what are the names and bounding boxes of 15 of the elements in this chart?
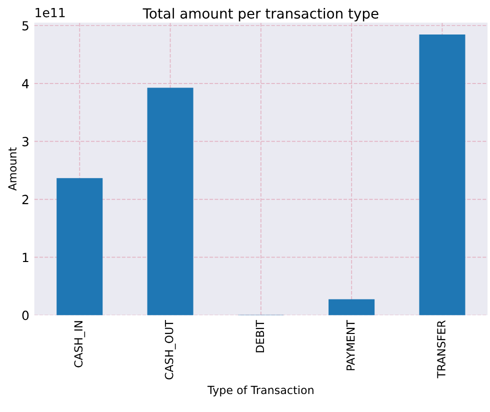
y-tick-label: 2 — [22, 194, 28, 204]
y-tick-label: 4 — [22, 79, 29, 88]
y-axis-title: Amount — [8, 147, 17, 191]
x-tick-label: CASH_IN — [74, 321, 86, 368]
y-tick-label: 0 — [22, 310, 29, 320]
x-tick-label: CASH_OUT — [164, 320, 176, 380]
x-tick-label: TRANSFER — [437, 320, 446, 378]
chart-title: Total amount per transaction type — [142, 8, 378, 22]
x-axis-title: Type of Transaction — [207, 386, 314, 396]
text: 1e11 — [36, 8, 65, 18]
y-tick-label: 1 — [22, 252, 28, 262]
x-tick-label: DEBIT — [256, 320, 264, 352]
y-tick-label: 3 — [22, 136, 28, 146]
x-tick-label: PAYMENT — [346, 320, 355, 370]
y-tick-label: 5 — [22, 21, 28, 30]
